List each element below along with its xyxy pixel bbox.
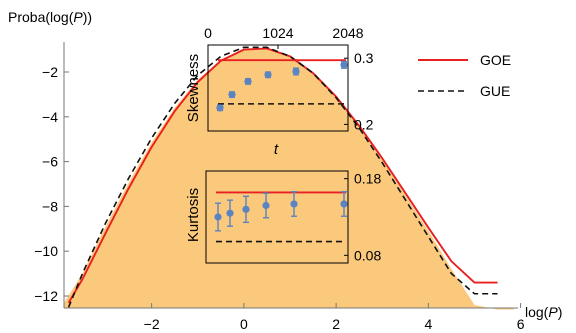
- model-curves: [67, 46, 498, 308]
- inset-data-point: [340, 200, 348, 208]
- x-tick-label: 2: [332, 316, 340, 332]
- skewness-inset: 0.2 0.3 0 1024 2048: [204, 25, 374, 132]
- x-tick-label: −2: [144, 316, 160, 332]
- x-tick-label: 0: [240, 316, 248, 332]
- x-tick-label: 6: [517, 316, 525, 332]
- inset-x-tick-label: 0: [204, 25, 212, 41]
- main-axes: −12 −10 −8 −6 −4 −2 −2 0 2 4 6: [34, 42, 525, 332]
- y-tick-label: −2: [42, 64, 58, 80]
- histogram: [64, 48, 514, 310]
- inset-data-point: [290, 200, 298, 208]
- series-gue-line: [67, 46, 498, 308]
- skewness-x-axis-label: t: [274, 141, 279, 158]
- inset-data-point: [292, 67, 300, 76]
- skewness-axis-label: Skewness: [185, 54, 202, 122]
- inset-frame: [205, 170, 349, 264]
- inset-data-point: [216, 104, 224, 112]
- legend-gue-label: GUE: [480, 83, 510, 99]
- kurtosis-axis-label: Kurtosis: [185, 188, 202, 242]
- x-tick-label: 4: [424, 316, 432, 332]
- inset-x-tick-label: 2048: [332, 25, 363, 41]
- y-tick-label: −10: [34, 243, 58, 259]
- inset-y-tick-label: 0.2: [354, 116, 374, 132]
- inset-y-tick-label: 0.08: [354, 247, 381, 263]
- inset-y-tick-label: 0.3: [354, 50, 374, 66]
- inset-data-point: [214, 213, 222, 221]
- legend-goe-label: GOE: [480, 52, 511, 68]
- series-goe-line: [67, 47, 498, 304]
- inset-data-point: [264, 71, 272, 79]
- inset-x-tick-label: 1024: [262, 25, 293, 41]
- y-tick-label: −6: [42, 154, 58, 170]
- inset-data-point: [226, 209, 234, 217]
- inset-data-point: [262, 201, 270, 210]
- inset-data-point: [228, 91, 236, 99]
- legend: GOE GUE: [418, 52, 511, 99]
- y-tick-label: −4: [42, 109, 58, 125]
- y-axis-label: Proba(log(P)): [8, 9, 92, 25]
- inset-y-tick-label: 0.18: [354, 171, 381, 187]
- y-tick-label: −8: [42, 198, 58, 214]
- x-axis-label: log(P): [525, 304, 562, 320]
- inset-data-point: [242, 205, 250, 213]
- kurtosis-inset: 0.08 0.18: [205, 170, 381, 264]
- inset-data-point: [244, 77, 252, 85]
- histogram-area: [64, 48, 514, 310]
- y-tick-label: −12: [34, 288, 58, 304]
- inset-data-point: [340, 61, 348, 69]
